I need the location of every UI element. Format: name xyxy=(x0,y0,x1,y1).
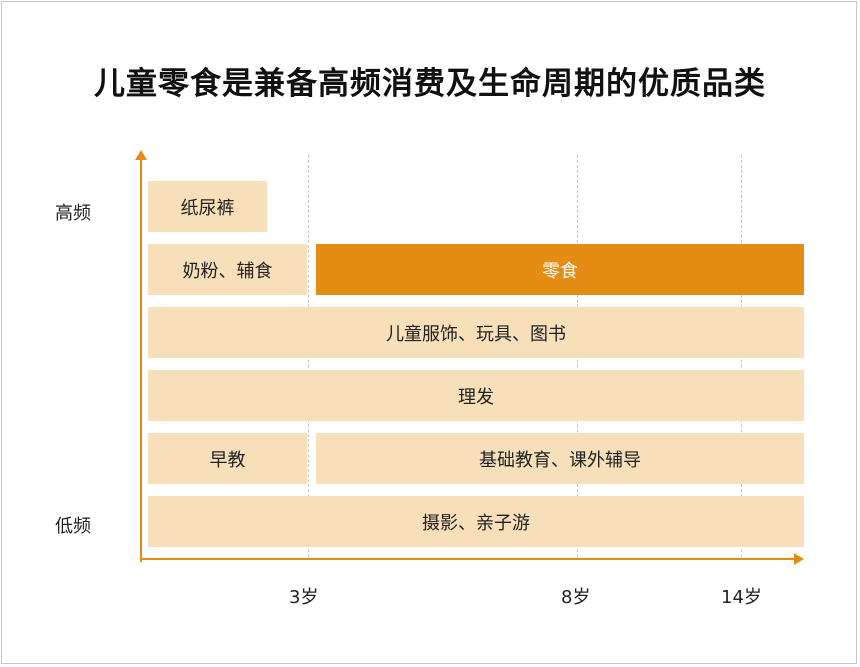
bar-haircut: 理发 xyxy=(148,370,804,421)
bar-snacks: 零食 xyxy=(316,244,804,295)
x-tick-8: 8岁 xyxy=(561,587,591,608)
bar-milk-food: 奶粉、辅食 xyxy=(148,244,307,295)
page-title: 儿童零食是兼备高频消费及生命周期的优质品类 xyxy=(94,66,766,102)
bar-early-education: 早教 xyxy=(148,433,307,484)
y-axis-line xyxy=(140,158,142,562)
bar-basic-education: 基础教育、课外辅导 xyxy=(316,433,804,484)
bar-photo-parent-child: 摄影、亲子游 xyxy=(148,496,804,547)
y-label-high: 高频 xyxy=(55,203,91,224)
x-axis-line xyxy=(140,558,796,560)
bar-diapers: 纸尿裤 xyxy=(148,181,267,232)
bar-clothing-toys-books: 儿童服饰、玩具、图书 xyxy=(148,307,804,358)
y-label-low: 低频 xyxy=(55,516,91,537)
x-tick-3: 3岁 xyxy=(289,587,319,608)
y-axis-arrow xyxy=(135,150,147,160)
x-tick-14: 14岁 xyxy=(721,587,762,608)
x-axis-arrow xyxy=(794,553,804,565)
